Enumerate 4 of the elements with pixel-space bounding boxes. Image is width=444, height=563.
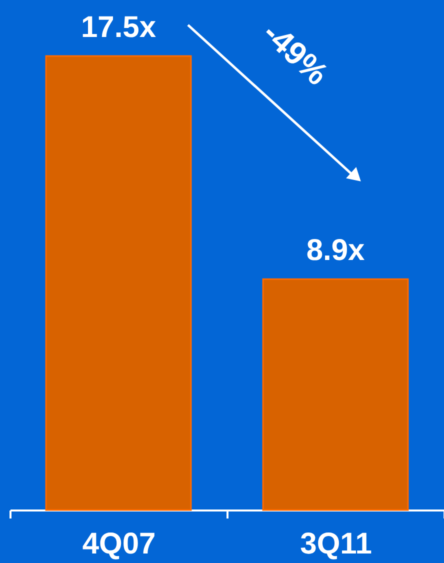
- x-tick-label: 3Q11: [300, 528, 372, 560]
- data-label: 17.5x: [80, 11, 156, 44]
- data-label: 8.9x: [306, 234, 366, 268]
- x-tick-label: 4Q07: [82, 528, 156, 560]
